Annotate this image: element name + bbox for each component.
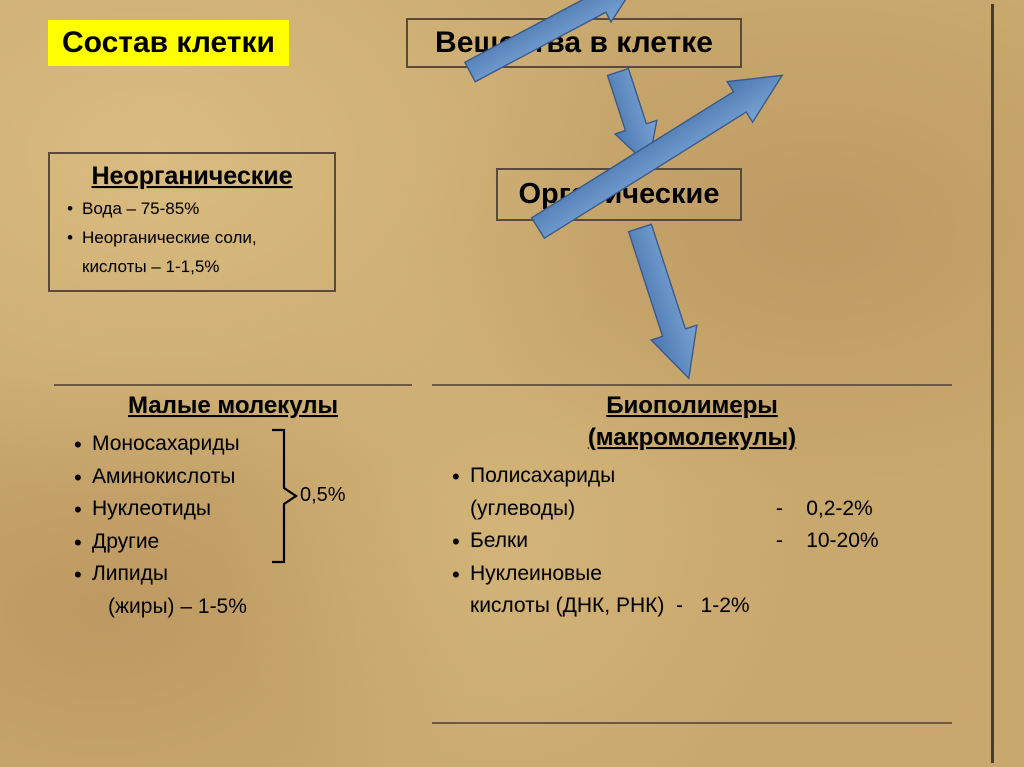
arrow-icon bbox=[0, 0, 1024, 767]
